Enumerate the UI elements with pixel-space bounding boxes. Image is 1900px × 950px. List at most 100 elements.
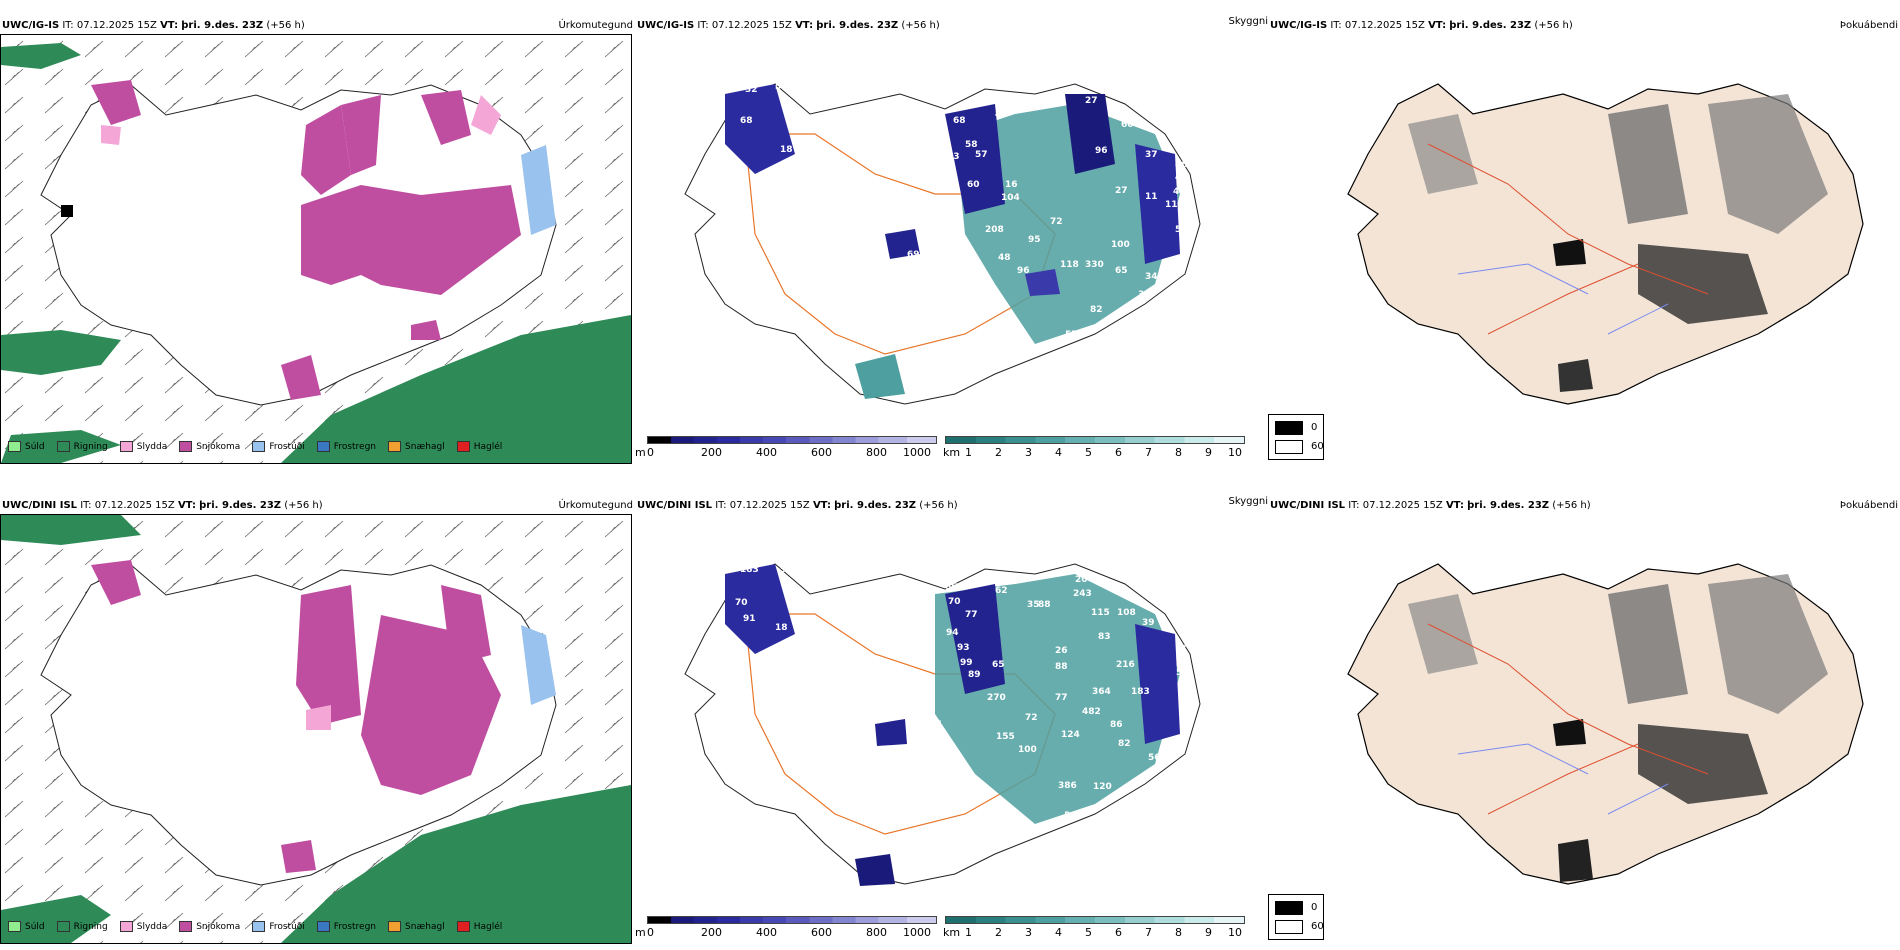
colorbar-tick: 400 bbox=[756, 926, 777, 939]
colorbar-tick: 1000 bbox=[903, 446, 931, 459]
colorbar-tick: 2 bbox=[995, 926, 1002, 939]
legend-swatch bbox=[456, 441, 470, 452]
cloud-label: 364 bbox=[1092, 687, 1111, 697]
cloud-panel-bottom: UWC/DINI ISL IT: 07.12.2025 15Z VT: þri.… bbox=[635, 480, 1270, 950]
cloud-label: 77 bbox=[928, 239, 941, 249]
cloud-label: 77 bbox=[1055, 693, 1068, 703]
cloud-base-colorbar-top: m 0 200 400 600 800 1000 bbox=[635, 436, 937, 462]
colorbar-tick: 4 bbox=[1055, 446, 1062, 459]
cloud-label: 69 bbox=[1028, 101, 1041, 111]
cloud-label: 69 bbox=[907, 250, 920, 260]
colorbar-tick: 8 bbox=[1175, 926, 1182, 939]
legend-swatch bbox=[119, 921, 133, 932]
cloud-label: 70 bbox=[735, 598, 748, 608]
fog-legend-swatch bbox=[1275, 920, 1303, 934]
colorbar-tick: 600 bbox=[811, 446, 832, 459]
legend-swatch bbox=[179, 921, 193, 932]
legend-item: Haglél bbox=[456, 921, 502, 932]
colorbar-tick: 10 bbox=[1228, 926, 1242, 939]
cloud-label: 41 bbox=[1176, 653, 1189, 663]
cloud-label: 270 bbox=[987, 693, 1006, 703]
cloud-label: 37 bbox=[1145, 150, 1158, 160]
precip-panel-top: UWC/IG-IS IT: 07.12.2025 15Z VT: þri. 9.… bbox=[0, 0, 635, 470]
legend-swatch bbox=[252, 921, 266, 932]
cloud-label: 96 bbox=[1017, 266, 1030, 276]
cloud-label: 100 bbox=[1111, 240, 1130, 250]
colorbar-tick: 6 bbox=[1115, 926, 1122, 939]
colorbar-tick: 800 bbox=[866, 446, 887, 459]
cloud-label: 44 bbox=[995, 110, 1008, 120]
colorbar-tick: 5 bbox=[1085, 446, 1092, 459]
legend-swatch bbox=[456, 921, 470, 932]
colorbar-tick: 800 bbox=[866, 926, 887, 939]
colorbar-tick: 10 bbox=[1228, 446, 1242, 459]
colorbar-tick: 9 bbox=[1205, 926, 1212, 939]
precip-panel-bottom: UWC/DINI ISL IT: 07.12.2025 15Z VT: þri.… bbox=[0, 480, 635, 950]
colorbar-segments bbox=[647, 916, 937, 924]
precip-header-top: UWC/IG-IS IT: 07.12.2025 15Z VT: þri. 9.… bbox=[2, 20, 305, 31]
fog-legend-label: 60 bbox=[1311, 441, 1324, 452]
cloud-label: 27 bbox=[1085, 96, 1098, 106]
cloud-label: 120 bbox=[1093, 782, 1112, 792]
cloud-label: 56 bbox=[1148, 753, 1161, 763]
cloud-label: 65 bbox=[992, 660, 1005, 670]
legend-swatch bbox=[56, 441, 70, 452]
cloud-label: 33 bbox=[866, 834, 879, 844]
cloud-label: 18 bbox=[775, 623, 788, 633]
cloud-label: 57 bbox=[1065, 330, 1078, 340]
legend-item: Rigning bbox=[56, 921, 108, 932]
cloud-label: 82 bbox=[1118, 739, 1131, 749]
cloud-label: 55 bbox=[775, 82, 788, 92]
colorbar-tick: 7 bbox=[1145, 926, 1152, 939]
precip-title-top: Úrkomutegund bbox=[558, 20, 633, 31]
colorbar-tick: 400 bbox=[756, 446, 777, 459]
fog-title-top: Þokuábendi bbox=[1839, 20, 1898, 31]
cloud-label: 72 bbox=[1050, 217, 1063, 227]
fog-legend-label: 0 bbox=[1311, 902, 1318, 913]
model-name: UWC/IG-IS bbox=[2, 20, 60, 31]
cloud-base-colorbar-bottom: m 0 200 400 600 800 1000 bbox=[635, 916, 937, 942]
cloud-label: 92 bbox=[795, 120, 808, 130]
legend-item: Snjókoma bbox=[179, 441, 240, 452]
colorbar-tick: 600 bbox=[811, 926, 832, 939]
fog-map-bottom bbox=[1347, 563, 1864, 885]
colorbar-tick: 8 bbox=[1175, 446, 1182, 459]
fog-panel-top: UWC/IG-IS IT: 07.12.2025 15Z VT: þri. 9.… bbox=[1268, 0, 1900, 470]
cloud-label: 50 bbox=[1175, 225, 1188, 235]
cloud-label: 89 bbox=[968, 670, 981, 680]
colorbar-unit: km bbox=[943, 446, 961, 459]
colorbar-segments bbox=[945, 436, 1245, 444]
legend-item: Snæhagl bbox=[388, 441, 445, 452]
colorbar-segments bbox=[945, 916, 1245, 924]
legend-swatch bbox=[56, 921, 70, 932]
cloud-header-top: UWC/IG-IS IT: 07.12.2025 15Z VT: þri. 9.… bbox=[637, 20, 940, 31]
cloud-label: 36 bbox=[1138, 290, 1151, 300]
precip-map-frame-top bbox=[0, 34, 632, 464]
cloud-label: 11 bbox=[1165, 200, 1178, 210]
legend-swatch bbox=[179, 441, 193, 452]
fog-header-bottom: UWC/DINI ISL IT: 07.12.2025 15Z VT: þri.… bbox=[1270, 500, 1591, 511]
colorbar-tick: 3 bbox=[1025, 446, 1032, 459]
legend-item: Frostregn bbox=[316, 921, 376, 932]
cloud-label: 34 bbox=[1145, 272, 1158, 282]
legend-swatch bbox=[388, 921, 402, 932]
cloud-label: 86 bbox=[1110, 720, 1123, 730]
legend-swatch bbox=[252, 441, 266, 452]
row-2: UWC/DINI ISL IT: 07.12.2025 15Z VT: þri.… bbox=[0, 480, 1900, 950]
cloud-label: 56 bbox=[780, 565, 793, 575]
colorbar-tick: 5 bbox=[1085, 926, 1092, 939]
cloud-label: 50 bbox=[1064, 811, 1077, 821]
colorbar-tick: 200 bbox=[701, 926, 722, 939]
cloud-label: 46 bbox=[1175, 160, 1188, 170]
cloud-label: 115 bbox=[1091, 608, 1110, 618]
cloud-label: 330 bbox=[1085, 260, 1104, 270]
cloud-label: 104 bbox=[1001, 193, 1020, 203]
legend-item: Slydda bbox=[119, 921, 167, 932]
cloud-map-bottom bbox=[684, 563, 1201, 886]
precip-legend-bottom: Súld Rigning Slydda Snjókoma Frostúði Fr… bbox=[8, 921, 502, 932]
legend-item: Snæhagl bbox=[388, 921, 445, 932]
cloud-label: 183 bbox=[740, 565, 759, 575]
cloud-label: 77 bbox=[965, 610, 978, 620]
cloud-label: 204 bbox=[1075, 575, 1094, 585]
colorbar-tick: 7 bbox=[1145, 446, 1152, 459]
